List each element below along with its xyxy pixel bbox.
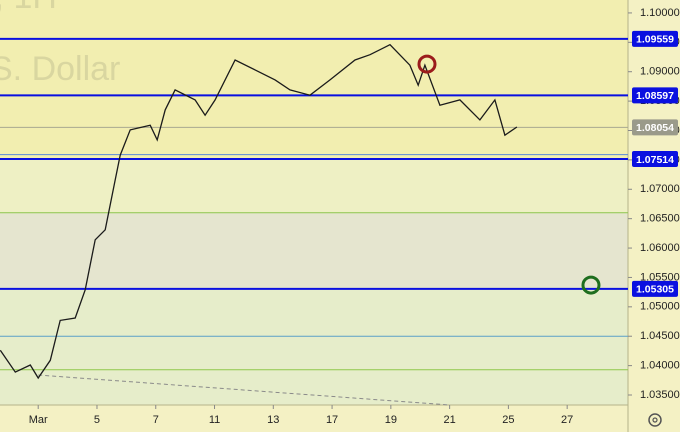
neutral-zone	[0, 212, 628, 290]
y-tick-label: 1.05500	[640, 271, 680, 283]
upper-zone	[0, 0, 628, 160]
y-tick-label: 1.10000	[640, 7, 680, 19]
trendline	[38, 374, 450, 406]
x-tick-label: 17	[326, 414, 338, 426]
level-label: 1.08597	[636, 90, 674, 102]
marker-circle	[417, 54, 437, 74]
level-label: 1.07514	[636, 154, 674, 166]
lower-zone	[0, 290, 628, 405]
settings-icon[interactable]	[648, 413, 662, 427]
x-tick-label: 11	[209, 414, 220, 426]
watermark: S. Dollar	[0, 50, 120, 88]
x-tick-label: 21	[443, 414, 455, 426]
x-tick-label: 27	[561, 414, 573, 426]
x-tick-label: 25	[502, 414, 514, 426]
marker-circle	[581, 275, 601, 295]
level-box	[632, 87, 678, 104]
x-tick-label: 7	[153, 414, 159, 426]
y-tick-label: 1.03500	[640, 389, 680, 401]
watermark: D, 1H	[0, 0, 57, 16]
y-tick-label: 1.05000	[640, 301, 680, 313]
price-line	[0, 43, 518, 380]
level-label: 1.05305	[636, 284, 674, 296]
level-box	[632, 151, 678, 168]
y-tick-label: 1.06500	[640, 213, 680, 225]
x-tick-label: 13	[267, 414, 279, 426]
y-tick-label: 1.07000	[640, 183, 680, 195]
y-tick-label: 1.06000	[640, 242, 680, 254]
x-tick-label: Mar	[29, 414, 48, 426]
y-tick-label: 1.04500	[640, 330, 680, 342]
y-tick-label: 1.09000	[640, 66, 680, 78]
level-box	[632, 30, 678, 47]
x-tick-label: 5	[94, 414, 100, 426]
x-tick-label: 19	[385, 414, 397, 426]
current-price-box	[632, 119, 678, 136]
level-label: 1.09559	[636, 34, 674, 46]
level-box	[632, 280, 678, 297]
y-tick-label: 1.04000	[640, 360, 680, 372]
current-price-label: 1.08054	[636, 122, 674, 134]
middle-zone	[0, 160, 628, 212]
